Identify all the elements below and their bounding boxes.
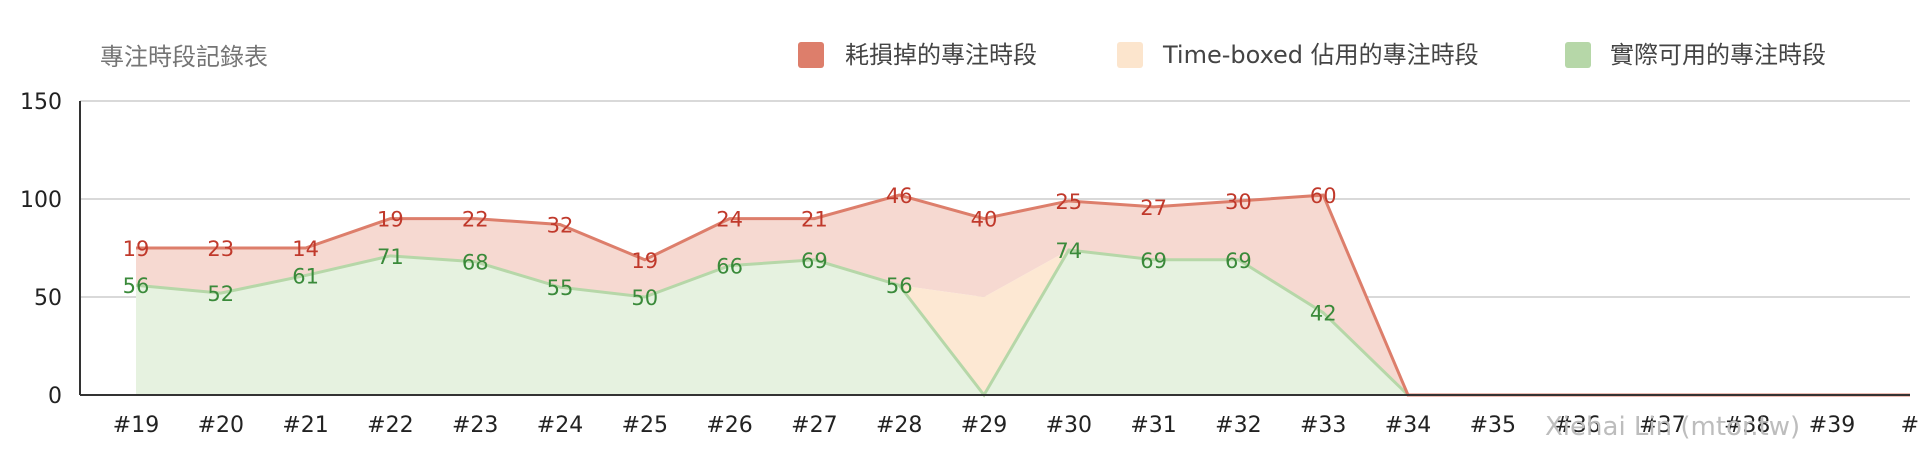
x-tick-label: #23	[452, 413, 498, 438]
x-tick-label: #37	[1639, 413, 1685, 438]
x-tick-label: #38	[1724, 413, 1770, 438]
data-label-wasted: 19	[377, 208, 404, 232]
data-label-available: 55	[547, 276, 574, 300]
legend-label-available: 實際可用的專注時段	[1610, 41, 1826, 69]
x-tick-label: #34	[1385, 413, 1431, 438]
data-label-available: 69	[1140, 249, 1167, 273]
data-label-available: 56	[123, 274, 150, 298]
legend-label-timeboxed: Time-boxed 佔用的專注時段	[1162, 41, 1479, 69]
x-tick-label: #24	[537, 413, 583, 438]
x-tick-label: #28	[876, 413, 922, 438]
legend-swatch-available	[1565, 42, 1591, 68]
data-label-available: 68	[462, 251, 489, 275]
y-tick-label: 100	[20, 188, 62, 213]
y-tick-label: 0	[48, 384, 62, 409]
x-tick-label: #22	[367, 413, 413, 438]
x-tick-label: #35	[1470, 413, 1516, 438]
y-tick-label: 150	[20, 90, 62, 115]
data-label-wasted: 30	[1225, 190, 1252, 214]
data-label-available: 71	[377, 245, 404, 269]
area-timeboxed	[136, 249, 1910, 395]
x-tick-label: #4	[1901, 413, 1920, 438]
area-wasted	[136, 195, 1910, 395]
x-tick-label: #31	[1130, 413, 1176, 438]
x-tick-label: #39	[1809, 413, 1855, 438]
data-label-wasted: 25	[1055, 190, 1082, 214]
data-label-wasted: 21	[801, 208, 828, 232]
data-label-wasted: 27	[1140, 196, 1167, 220]
data-label-wasted: 46	[886, 184, 913, 208]
x-tick-label: #20	[198, 413, 244, 438]
data-label-wasted: 60	[1310, 184, 1337, 208]
area-available	[136, 249, 1910, 395]
legend-item-timeboxed: Time-boxed 佔用的專注時段	[1117, 41, 1479, 69]
x-tick-label: #21	[282, 413, 328, 438]
data-label-available: 56	[886, 274, 913, 298]
data-label-available: 74	[1055, 239, 1082, 263]
watermark: Xiehai Lin (mtor.tw)	[1545, 412, 1800, 442]
data-label-wasted: 23	[207, 237, 234, 261]
data-label-wasted: 14	[292, 237, 319, 261]
x-tick-label: #19	[113, 413, 159, 438]
y-tick-label: 50	[34, 286, 62, 311]
legend: 耗損掉的專注時段 Time-boxed 佔用的專注時段 實際可用的專注時段	[798, 41, 1826, 69]
x-tick-label: #29	[961, 413, 1007, 438]
data-labels: 19 23 14 19 22 32 19 24 21 46 40 25 27 30 60 56 52 61 71 68…	[123, 184, 1337, 326]
x-tick-label: #33	[1300, 413, 1346, 438]
chart-title: 專注時段記錄表	[100, 43, 268, 71]
data-label-available: 69	[801, 249, 828, 273]
x-tick-label: #32	[1215, 413, 1261, 438]
x-tick-label: #26	[706, 413, 752, 438]
data-label-available: 66	[716, 255, 743, 279]
data-label-wasted: 24	[716, 208, 743, 232]
data-label-available: 61	[292, 264, 319, 288]
data-label-wasted: 32	[547, 213, 574, 237]
x-tick-label: #36	[1554, 413, 1600, 438]
legend-label-wasted: 耗損掉的專注時段	[845, 41, 1037, 69]
legend-item-wasted: 耗損掉的專注時段	[798, 41, 1037, 69]
x-tick-label: #27	[791, 413, 837, 438]
legend-item-available: 實際可用的專注時段	[1565, 41, 1826, 69]
x-tick-label: #25	[622, 413, 668, 438]
data-label-wasted: 19	[631, 249, 658, 273]
y-axis: 0 50 100 150	[20, 90, 62, 409]
legend-swatch-timeboxed	[1117, 42, 1143, 68]
data-label-available: 52	[207, 282, 234, 306]
x-tick-label: #30	[1046, 413, 1092, 438]
data-label-wasted: 19	[123, 237, 150, 261]
data-label-available: 42	[1310, 302, 1337, 326]
data-label-wasted: 22	[462, 208, 489, 232]
legend-swatch-wasted	[798, 42, 824, 68]
x-axis: #19 #20 #21 #22 #23 #24 #25 #26 #27 #28 #29 #30 #31 #…	[113, 413, 1920, 438]
data-label-available: 69	[1225, 249, 1252, 273]
plot-areas	[136, 195, 1910, 395]
data-label-wasted: 40	[971, 208, 998, 232]
data-label-available: 50	[631, 286, 658, 310]
